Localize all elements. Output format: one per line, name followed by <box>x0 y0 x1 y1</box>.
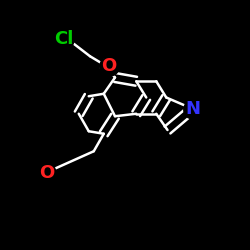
Text: O: O <box>38 164 54 182</box>
Text: N: N <box>185 100 200 118</box>
Text: Cl: Cl <box>54 30 74 48</box>
Text: O: O <box>101 57 116 75</box>
